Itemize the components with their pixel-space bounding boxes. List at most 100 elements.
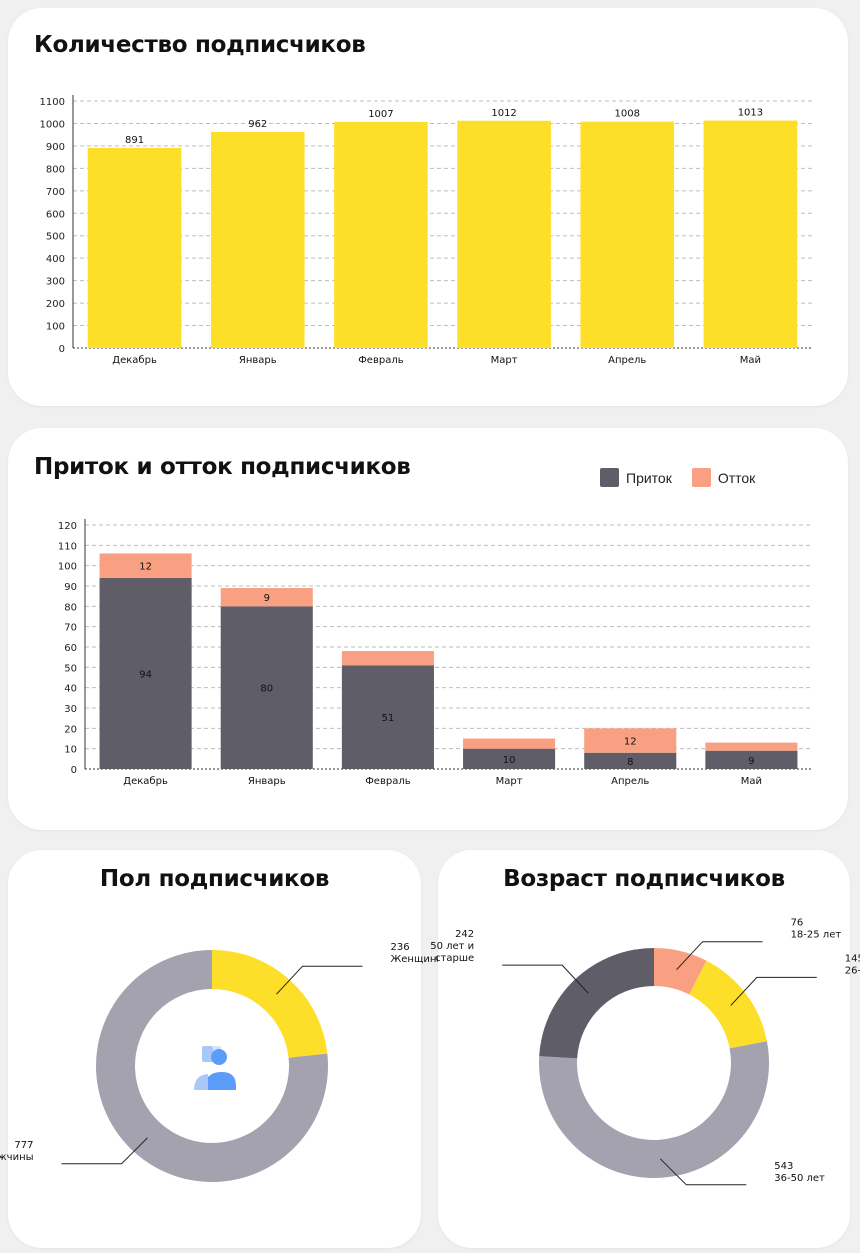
bar-value-label: 1012	[491, 108, 516, 119]
bar-value-label: 962	[248, 119, 267, 130]
x-tick-label: Май	[740, 355, 761, 366]
bar	[580, 121, 675, 349]
x-tick-label: Январь	[239, 355, 277, 366]
leader-line	[502, 964, 589, 994]
y-tick-label: 120	[58, 521, 77, 532]
slice-category-label: 18-25 лет	[791, 930, 842, 941]
bar-value-label: 80	[260, 684, 273, 695]
x-tick-label: Март	[491, 355, 518, 366]
bar-value-label: 8	[627, 757, 633, 768]
bar-segment-outflow	[463, 738, 556, 749]
y-tick-label: 500	[46, 232, 65, 243]
y-tick-label: 50	[64, 663, 77, 674]
legend-item-inflow: Приток	[600, 468, 672, 487]
y-tick-label: 600	[46, 209, 65, 220]
bar-segment-inflow	[705, 750, 798, 769]
slice-category-label: Женщины	[390, 954, 444, 965]
gender-chart-title: Пол подписчиков	[99, 866, 330, 892]
bar-segment-inflow	[341, 665, 434, 769]
y-tick-label: 110	[58, 541, 77, 552]
donut-slice	[96, 950, 328, 1182]
slice-category-label: 36-50 лет	[774, 1173, 825, 1184]
bar-segment-outflow	[220, 588, 313, 607]
leader-line	[61, 1137, 148, 1165]
leader-line	[276, 965, 363, 995]
leader-line	[676, 941, 763, 971]
donut-slice	[539, 948, 654, 1059]
bar-segment-inflow	[99, 577, 192, 769]
x-tick-label: Январь	[248, 776, 286, 787]
x-tick-label: Февраль	[358, 355, 404, 366]
donut-slice	[539, 1041, 769, 1178]
bar-value-label: 1007	[368, 109, 393, 120]
flow-legend: Приток Отток	[600, 468, 755, 487]
bar-segment-inflow	[463, 748, 556, 769]
bar-segment-outflow	[341, 651, 434, 666]
bar-value-label: 9	[264, 593, 270, 604]
bar-segment-inflow	[584, 752, 677, 769]
bar-segment-inflow	[220, 606, 313, 769]
y-tick-label: 0	[59, 344, 65, 355]
donut-slice	[654, 948, 707, 995]
y-tick-label: 30	[64, 704, 77, 715]
bar	[457, 120, 551, 348]
y-tick-label: 800	[46, 164, 65, 175]
x-tick-label: Декабрь	[123, 776, 168, 787]
bar-segment-outflow	[584, 728, 677, 753]
legend-swatch-inflow	[600, 468, 619, 487]
bar	[703, 120, 798, 348]
flow-chart-title: Приток и отток подписчиков	[34, 454, 411, 480]
bar-value-label: 51	[382, 713, 395, 724]
bar	[210, 131, 305, 348]
slice-category-label: 50 лет и	[430, 941, 474, 952]
bar-value-label: 12	[139, 562, 152, 573]
x-tick-label: Май	[741, 776, 762, 787]
y-tick-label: 100	[58, 562, 77, 573]
legend-label-outflow: Отток	[717, 469, 756, 486]
y-tick-label: 0	[71, 765, 77, 776]
x-tick-label: Апрель	[611, 776, 649, 787]
subscribers-bar-chart: 0 100 200 300 400 500 600 700 800 900 1000 1100 891 Д…	[40, 95, 812, 366]
y-tick-label: 900	[46, 142, 65, 153]
leader-line	[659, 1158, 747, 1186]
age-chart-title: Возраст подписчиков	[503, 866, 785, 892]
y-tick-label: 40	[64, 684, 77, 695]
y-tick-label: 100	[46, 322, 65, 333]
y-tick-label: 300	[46, 277, 65, 288]
user-icon	[194, 1046, 236, 1090]
x-tick-label: Февраль	[365, 776, 411, 787]
slice-value-label: 145	[845, 953, 860, 964]
slice-value-label: 543	[774, 1161, 793, 1172]
x-tick-label: Декабрь	[112, 355, 157, 366]
y-tick-label: 70	[64, 623, 77, 634]
slice-category-label: старше	[435, 953, 474, 964]
slice-value-label: 242	[455, 929, 474, 940]
y-tick-label: 90	[64, 582, 77, 593]
y-tick-label: 20	[64, 724, 77, 735]
subscribers-chart-title: Количество подписчиков	[34, 32, 366, 58]
donut-slice	[689, 960, 767, 1049]
bar-value-label: 12	[624, 737, 637, 748]
slice-category-label: 26-35 лет	[845, 965, 860, 976]
slice-value-label: 236	[390, 942, 409, 953]
bar-segment-outflow	[705, 742, 798, 751]
flow-stacked-bar-chart: 0 10 20 30 40 50 60 70 80 90 100 110 120 94 12 Декабрь 8…	[58, 519, 812, 787]
x-tick-label: Апрель	[608, 355, 646, 366]
bar-value-label: 9	[748, 756, 754, 767]
slice-category-label: Мужчины	[0, 1152, 34, 1163]
bar-value-label: 94	[139, 669, 152, 680]
y-tick-label: 1000	[40, 119, 65, 130]
y-tick-label: 80	[64, 602, 77, 613]
x-tick-label: Март	[496, 776, 523, 787]
slice-value-label: 76	[791, 918, 804, 929]
subscribers-card: Количество подписчиков 0 100 200 300 400 500 6…	[8, 8, 848, 406]
y-tick-label: 1100	[40, 97, 65, 108]
y-tick-label: 400	[46, 254, 65, 265]
legend-label-inflow: Приток	[626, 469, 672, 486]
bar	[87, 147, 182, 348]
y-tick-label: 200	[46, 299, 65, 310]
